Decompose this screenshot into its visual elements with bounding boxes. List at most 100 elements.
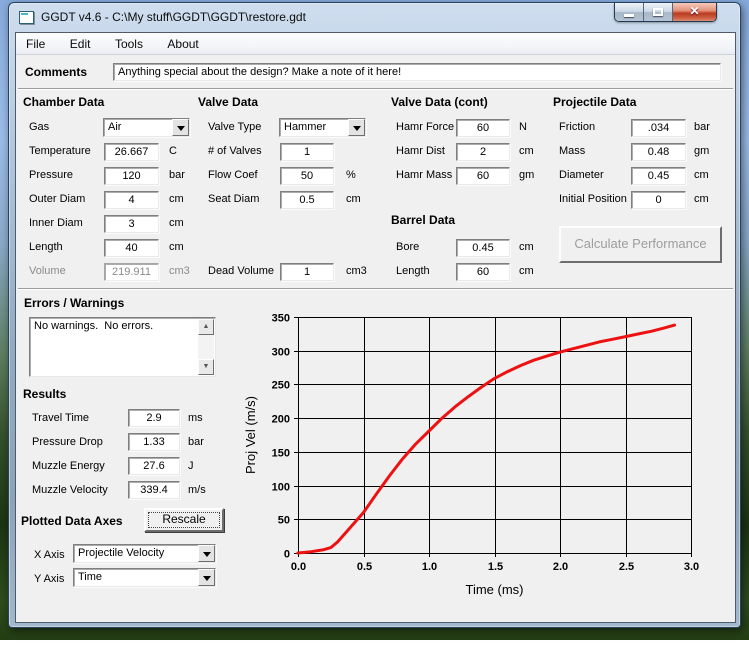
flow-coef-label: Flow Coef — [208, 169, 258, 181]
results-header: Results — [23, 387, 67, 401]
friction-input[interactable]: .034 — [631, 119, 686, 137]
hamr-force-input[interactable]: 60 — [456, 119, 510, 137]
menu-tools[interactable]: Tools — [114, 37, 143, 51]
barrel-length-label: Length — [396, 265, 430, 277]
pressure-unit: bar — [169, 169, 185, 181]
hamr-mass-input[interactable]: 60 — [456, 167, 510, 185]
x-axis-select-button[interactable] — [198, 545, 215, 562]
dead-volume-input[interactable]: 1 — [280, 263, 334, 281]
hamr-force-label: Hamr Force — [396, 121, 455, 133]
chamber-length-input[interactable]: 40 — [104, 239, 159, 257]
rescale-button[interactable]: Rescale — [144, 508, 224, 532]
num-valves-input[interactable]: 1 — [280, 143, 334, 161]
svg-text:0: 0 — [284, 549, 290, 561]
caption-buttons: ✕ — [614, 3, 717, 22]
friction-unit: bar — [694, 121, 710, 133]
x-axis-label: X Axis — [34, 549, 65, 561]
close-button[interactable]: ✕ — [673, 3, 716, 21]
chevron-down-icon — [203, 576, 211, 581]
outer-diam-unit: cm — [169, 193, 184, 205]
plotted-data-axes-header: Plotted Data Axes — [21, 514, 123, 528]
travel-time-label: Travel Time — [32, 412, 90, 424]
y-axis-select-button[interactable] — [198, 569, 215, 586]
muzzle-energy-label: Muzzle Energy — [32, 460, 105, 472]
seat-diam-label: Seat Diam — [208, 193, 260, 205]
hamr-dist-label: Hamr Dist — [396, 145, 445, 157]
initial-position-label: Initial Position — [559, 193, 627, 205]
volume-label: Volume — [29, 265, 66, 277]
valve-data-header: Valve Data — [198, 95, 259, 109]
mass-input[interactable]: 0.48 — [631, 143, 686, 161]
svg-text:Proj Vel (m/s): Proj Vel (m/s) — [243, 396, 258, 474]
outer-diam-label: Outer Diam — [29, 193, 86, 205]
close-icon: ✕ — [689, 4, 700, 18]
calculate-performance-button[interactable]: Calculate Performance — [559, 226, 722, 263]
muzzle-velocity-unit: m/s — [188, 484, 206, 496]
bore-label: Bore — [396, 241, 420, 253]
inner-diam-input[interactable]: 3 — [104, 215, 159, 233]
muzzle-velocity-label: Muzzle Velocity — [32, 484, 108, 496]
chevron-down-icon — [353, 126, 361, 131]
inner-diam-unit: cm — [169, 217, 184, 229]
window-title: GGDT v4.6 - C:\My stuff\GGDT\GGDT\restor… — [41, 10, 306, 24]
pressure-drop-label: Pressure Drop — [32, 436, 103, 448]
hamr-dist-unit: cm — [519, 145, 534, 157]
temperature-unit: C — [169, 145, 177, 157]
svg-text:1.0: 1.0 — [422, 561, 437, 573]
gas-select[interactable]: Air — [103, 118, 190, 137]
client-area: File Edit Tools About Comments Anything … — [15, 32, 736, 623]
minimize-button[interactable] — [615, 3, 644, 21]
temperature-input[interactable]: 26.667 — [104, 143, 159, 161]
initial-position-input[interactable]: 0 — [631, 191, 686, 209]
bore-unit: cm — [519, 241, 534, 253]
svg-text:50: 50 — [278, 515, 290, 527]
maximize-icon — [653, 8, 663, 16]
errors-textarea[interactable]: No warnings. No errors. ▲ ▼ — [29, 317, 216, 377]
bore-input[interactable]: 0.45 — [456, 239, 510, 257]
svg-text:3.0: 3.0 — [684, 561, 699, 573]
valve-data-cont-header: Valve Data (cont) — [391, 95, 488, 109]
gas-select-button[interactable] — [172, 119, 189, 136]
menu-about[interactable]: About — [167, 37, 199, 51]
svg-text:300: 300 — [272, 347, 290, 359]
temperature-label: Temperature — [29, 145, 91, 157]
hamr-dist-input[interactable]: 2 — [456, 143, 510, 161]
valve-type-select[interactable]: Hammer — [279, 118, 366, 137]
title-bar[interactable]: GGDT v4.6 - C:\My stuff\GGDT\GGDT\restor… — [9, 3, 740, 32]
svg-text:150: 150 — [272, 448, 290, 460]
pressure-input[interactable]: 120 — [104, 167, 159, 185]
diameter-input[interactable]: 0.45 — [631, 167, 686, 185]
comments-input[interactable]: Anything special about the design? Make … — [113, 63, 721, 81]
velocity-chart: 0.0 0.5 1.0 1.5 2.0 2.5 3.0 0 50 100 150 200 250 300 3… — [243, 313, 699, 598]
pressure-label: Pressure — [29, 169, 74, 181]
outer-diam-input[interactable]: 4 — [104, 191, 159, 209]
diameter-label: Diameter — [559, 169, 604, 181]
svg-text:0.0: 0.0 — [291, 561, 306, 573]
valve-type-select-button[interactable] — [348, 119, 365, 136]
menu-file[interactable]: File — [26, 37, 46, 51]
scroll-down-icon[interactable]: ▼ — [198, 359, 214, 375]
scroll-up-icon[interactable]: ▲ — [198, 319, 214, 335]
svg-text:0.5: 0.5 — [357, 561, 372, 573]
menu-bar: File Edit Tools About — [16, 33, 735, 55]
errors-scrollbar[interactable]: ▲ ▼ — [198, 319, 214, 375]
volume-unit: cm3 — [169, 265, 190, 277]
num-valves-label: # of Valves — [208, 145, 262, 157]
barrel-data-header: Barrel Data — [391, 213, 456, 227]
maximize-button[interactable] — [644, 3, 673, 21]
menu-edit[interactable]: Edit — [69, 37, 91, 51]
volume-output: 219.911 — [104, 263, 159, 281]
travel-time-output: 2.9 — [128, 409, 180, 427]
muzzle-energy-output: 27.6 — [128, 457, 180, 475]
x-axis-select[interactable]: Projectile Velocity — [73, 544, 216, 563]
initial-position-unit: cm — [694, 193, 709, 205]
dead-volume-unit: cm3 — [346, 265, 367, 277]
mass-unit: gm — [694, 145, 710, 157]
flow-coef-input[interactable]: 50 — [280, 167, 334, 185]
y-axis-select[interactable]: Time — [73, 568, 216, 587]
seat-diam-input[interactable]: 0.5 — [280, 191, 334, 209]
mass-label: Mass — [559, 145, 586, 157]
separator-top — [18, 88, 733, 90]
svg-text:250: 250 — [272, 380, 290, 392]
barrel-length-input[interactable]: 60 — [456, 263, 510, 281]
